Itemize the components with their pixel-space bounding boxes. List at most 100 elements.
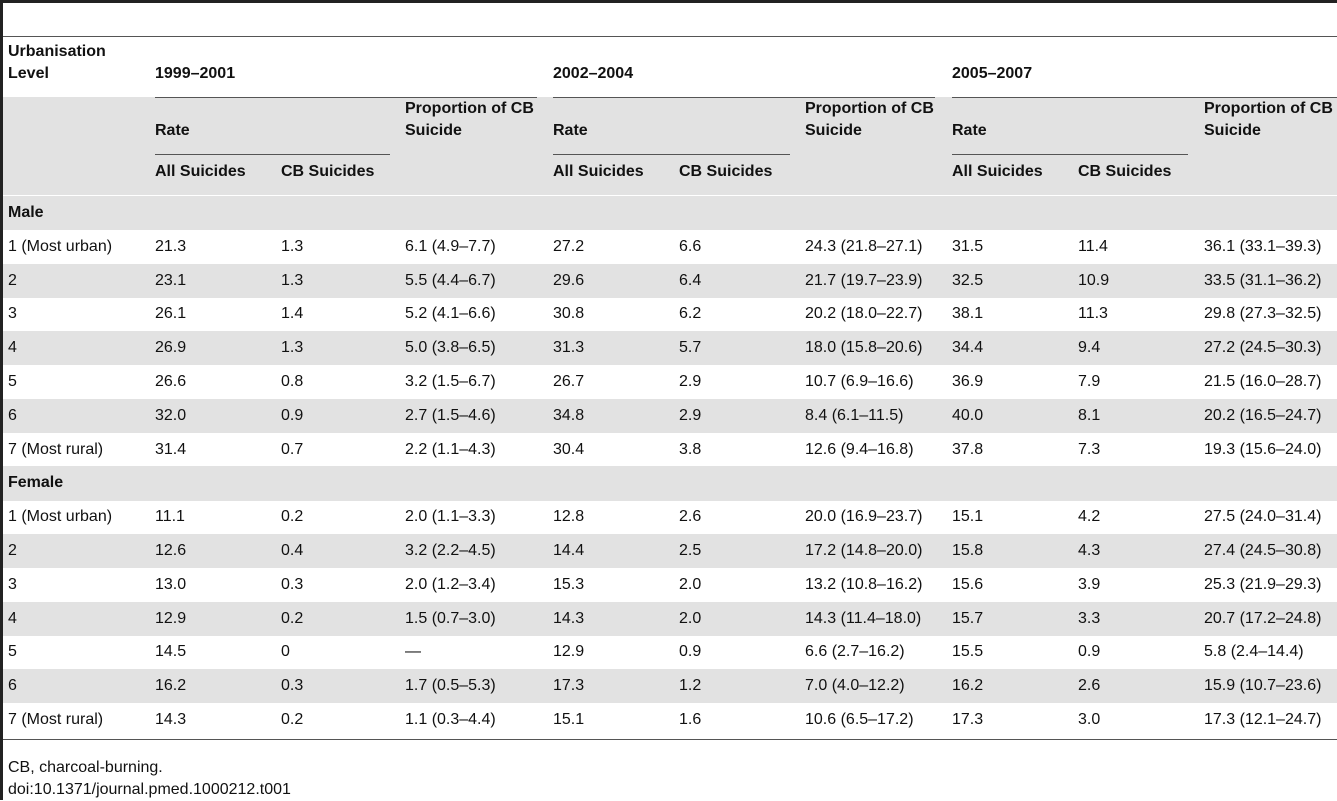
cell: 15.1	[952, 508, 984, 526]
cell: 20.7 (17.2–24.8)	[1204, 609, 1322, 627]
row-label: 1 (Most urban)	[8, 237, 113, 255]
cell: 5.0 (3.8–6.5)	[405, 339, 496, 357]
cell: 6.6	[679, 237, 702, 255]
rule	[553, 154, 790, 155]
cell: 20.0 (16.9–23.7)	[805, 508, 923, 526]
cell: 20.2 (16.5–24.7)	[1204, 406, 1322, 424]
cell: 34.4	[952, 339, 984, 357]
row-label: 5	[8, 373, 17, 390]
cell: 3.8	[679, 440, 702, 458]
cell: 0	[281, 643, 290, 661]
row-label: 4	[8, 339, 17, 357]
cell: 11.1	[155, 508, 185, 526]
cell: 4.3	[1078, 542, 1101, 559]
cell: 2.0	[679, 575, 702, 593]
footnote: CB, charcoal-burning.	[8, 758, 163, 776]
cell: 30.4	[553, 440, 585, 458]
cell: 15.8	[952, 542, 984, 559]
cell: —	[405, 643, 421, 661]
cell: 10.9	[1078, 271, 1110, 289]
cell: 16.2	[155, 677, 187, 695]
row-label-header: Urbanisation Level	[8, 43, 106, 82]
cell: 0.4	[281, 542, 304, 559]
cell: 21.7 (19.7–23.9)	[805, 271, 923, 289]
row-label: 1 (Most urban)	[8, 508, 113, 526]
cell: 30.8	[553, 305, 585, 323]
cell: 9.4	[1078, 339, 1101, 357]
cell: 27.5 (24.0–31.4)	[1204, 508, 1322, 526]
cell: 2.0 (1.2–3.4)	[405, 575, 496, 593]
cell: 0.2	[281, 508, 304, 526]
proportion-header: Proportion of CB Suicide	[405, 100, 534, 139]
all-header: All Suicides	[553, 163, 644, 180]
cell: 29.6	[553, 271, 585, 289]
cell: 1.7 (0.5–5.3)	[405, 677, 496, 695]
row-label: 3	[8, 575, 17, 593]
rate-header: Rate	[553, 122, 588, 139]
cell: 16.2	[952, 677, 984, 695]
cb-header: CB Suicides	[679, 163, 773, 180]
cell: 24.3 (21.8–27.1)	[805, 237, 923, 255]
rule	[952, 97, 1337, 98]
rule	[553, 97, 935, 98]
cb-header: CB Suicides	[1078, 163, 1172, 180]
cell: 7.0 (4.0–12.2)	[805, 677, 905, 695]
row-label: 5	[8, 643, 17, 661]
cell: 26.7	[553, 373, 585, 390]
rate-header: Rate	[155, 122, 190, 139]
cell: 3.3	[1078, 609, 1101, 627]
row-band	[3, 331, 1337, 366]
row-band	[3, 601, 1337, 636]
cell: 26.6	[155, 373, 187, 390]
cell: 32.0	[155, 406, 187, 424]
cell: 2.0	[679, 609, 702, 627]
cell: 0.3	[281, 677, 304, 695]
cell: 32.5	[952, 271, 984, 289]
footnote: doi:10.1371/journal.pmed.1000212.t001	[8, 780, 291, 798]
cell: 8.4 (6.1–11.5)	[805, 406, 904, 424]
row-band	[3, 398, 1337, 434]
cell: 1.3	[281, 271, 304, 289]
cell: 25.3 (21.9–29.3)	[1204, 575, 1322, 593]
row-band	[3, 669, 1337, 704]
cell: 31.3	[553, 339, 585, 357]
cell: 0.2	[281, 711, 304, 728]
proportion-header: Proportion of CB Suicide	[1204, 100, 1333, 139]
cell: 27.4 (24.5–30.8)	[1204, 542, 1322, 559]
cell: 31.4	[155, 440, 187, 458]
cell: 1.1 (0.3–4.4)	[405, 711, 496, 728]
cell: 3.2 (2.2–4.5)	[405, 542, 496, 559]
cell: 10.7 (6.9–16.6)	[805, 373, 914, 390]
cell: 27.2 (24.5–30.3)	[1204, 339, 1322, 357]
cell: 17.3	[553, 677, 585, 695]
group-label: Male	[8, 204, 44, 221]
cell: 2.9	[679, 373, 702, 390]
cell: 2.6	[1078, 677, 1101, 695]
cell: 21.3	[155, 237, 187, 255]
cell: 14.4	[553, 542, 585, 559]
cell: 36.9	[952, 373, 984, 390]
cell: 1.3	[281, 339, 304, 357]
cell: 12.6	[155, 542, 187, 559]
cell: 8.1	[1078, 406, 1101, 424]
cell: 34.8	[553, 406, 585, 424]
cell: 14.3	[553, 609, 585, 627]
cell: 13.2 (10.8–16.2)	[805, 575, 923, 593]
cell: 18.0 (15.8–20.6)	[805, 339, 923, 357]
cell: 15.6	[952, 575, 984, 593]
group-label: Female	[8, 474, 64, 492]
row-band	[3, 466, 1337, 501]
cell: 6.4	[679, 271, 702, 289]
row-label: 2	[8, 542, 17, 559]
row-label: 3	[8, 305, 17, 323]
cell: 1.2	[679, 677, 702, 695]
row-label: 2	[8, 271, 17, 289]
cell: 4.2	[1078, 508, 1101, 526]
cell: 40.0	[952, 406, 984, 424]
cell: 0.7	[281, 440, 304, 458]
cell: 12.9	[553, 643, 585, 661]
cell: 6.2	[679, 305, 702, 323]
row-label: 7 (Most rural)	[8, 440, 104, 458]
cell: 17.2 (14.8–20.0)	[805, 542, 923, 559]
cell: 0.9	[679, 643, 702, 661]
